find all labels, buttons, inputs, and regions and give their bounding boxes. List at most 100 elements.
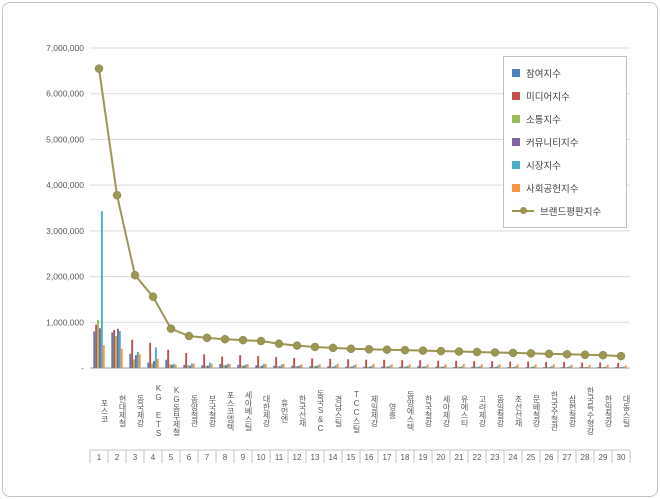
bar-s0-c6 <box>201 365 204 368</box>
bar-s0-c12 <box>309 366 312 368</box>
brand-index-marker-23 <box>508 348 518 358</box>
category-label: 한일철강 <box>604 395 612 427</box>
bar-s3-c28 <box>603 367 605 368</box>
bar-s5-c22 <box>498 364 501 368</box>
legend-label: 소통지수 <box>526 115 561 126</box>
bar-s0-c19 <box>435 366 438 368</box>
brand-index-marker-12 <box>310 342 320 352</box>
rank-label: 7 <box>204 453 210 462</box>
bar-s5-c24 <box>534 364 537 368</box>
brand-index-marker-22 <box>490 348 500 357</box>
category-label: 고려제강 <box>478 395 486 427</box>
bar-s3-c14 <box>351 366 353 368</box>
bar-s5-c5 <box>192 363 195 368</box>
rank-label: 6 <box>186 453 192 462</box>
category-label: 경남스틸 <box>334 395 342 427</box>
category-label: 한국철강 <box>424 395 432 427</box>
rank-label: 5 <box>168 453 174 462</box>
category-label: 현대제철 <box>118 395 126 427</box>
bar-s3-c21 <box>477 367 479 368</box>
bar-s0-c1 <box>111 332 114 368</box>
bar-s4-c16 <box>388 365 391 368</box>
brand-index-marker-16 <box>382 345 392 354</box>
bar-s0-c3 <box>147 362 150 368</box>
bar-s0-c5 <box>183 364 186 368</box>
bar-s1-c11 <box>293 357 296 368</box>
brand-index-marker-29 <box>616 351 626 361</box>
brand-index-marker-4 <box>166 324 176 333</box>
y-tick-label: 5,000,000 <box>46 134 84 144</box>
bar-s3-c5 <box>189 365 191 368</box>
bar-s1-c4 <box>167 349 170 368</box>
category-label: 영흥 <box>388 403 396 419</box>
bar-s1-c7 <box>221 356 224 368</box>
bar-s5-c19 <box>444 364 447 368</box>
bar-s2-c2 <box>133 359 135 368</box>
rank-label: 18 <box>400 453 410 462</box>
brand-index-marker-24 <box>526 349 536 358</box>
bar-s4-c2 <box>136 352 139 368</box>
bar-s2-c27 <box>583 367 585 368</box>
bar-s2-c26 <box>565 367 567 368</box>
bar-s3-c13 <box>333 366 335 368</box>
bar-s3-c15 <box>369 366 371 368</box>
rank-label: 20 <box>436 453 446 462</box>
brand-index-marker-14 <box>346 344 356 354</box>
legend-label: 시장지수 <box>526 161 561 172</box>
category-label: KG동부제철 <box>172 386 180 436</box>
rank-label: 3 <box>132 453 138 462</box>
bar-s4-c24 <box>532 366 535 368</box>
bar-s5-c21 <box>480 364 483 368</box>
brand-index-marker-20 <box>454 347 464 356</box>
brand-index-marker-25 <box>544 349 554 359</box>
bar-s0-c17 <box>399 366 402 368</box>
category-label: 대한제강 <box>262 395 270 427</box>
bar-s0-c14 <box>345 366 348 368</box>
bar-s3-c2 <box>135 355 137 368</box>
bar-s2-c11 <box>295 366 297 368</box>
brand-index-marker-0 <box>94 64 104 73</box>
bar-s3-c20 <box>459 367 461 368</box>
category-label: 대동스틸 <box>622 395 630 427</box>
brand-index-marker-3 <box>148 292 158 301</box>
bar-s3-c11 <box>297 366 299 368</box>
brand-index-marker-26 <box>562 350 572 359</box>
bar-s1-c2 <box>131 339 134 368</box>
y-tick-label: 2,000,000 <box>46 272 84 282</box>
bar-s2-c9 <box>259 366 261 368</box>
bar-s0-c24 <box>525 367 528 368</box>
bar-s3-c29 <box>621 367 623 368</box>
bar-s4-c4 <box>172 363 175 368</box>
bar-s4-c15 <box>370 365 373 368</box>
brand-index-marker-27 <box>580 350 590 359</box>
bar-s1-c18 <box>419 360 422 368</box>
y-tick-label: 4,000,000 <box>46 180 84 190</box>
y-tick-label: 1,000,000 <box>46 317 84 327</box>
rank-label: 30 <box>616 453 626 462</box>
legend-item: 커뮤니티지수 <box>512 135 618 149</box>
legend-label: 참여지수 <box>526 69 561 80</box>
bar-s0-c9 <box>255 365 258 368</box>
rank-label: 19 <box>418 453 428 462</box>
rank-label: 24 <box>508 453 518 462</box>
bar-s3-c10 <box>279 366 281 368</box>
rank-label: 22 <box>472 453 482 462</box>
bar-s4-c21 <box>478 366 481 368</box>
bar-s0-c21 <box>471 366 474 368</box>
bar-s3-c6 <box>207 365 209 368</box>
brand-index-marker-7 <box>220 334 230 344</box>
bar-s4-c29 <box>622 366 625 368</box>
bar-s1-c8 <box>239 355 242 368</box>
bar-s2-c12 <box>313 366 315 368</box>
bar-s0-c15 <box>363 366 366 368</box>
bar-s4-c7 <box>226 363 229 368</box>
bar-s4-c14 <box>352 365 355 368</box>
category-label: 동양철관 <box>190 395 198 427</box>
category-label: KG ETS <box>154 384 162 438</box>
rank-label: 1 <box>96 453 102 462</box>
category-label: 한국선재 <box>298 395 306 427</box>
category-label: 부국철강 <box>208 395 216 427</box>
category-label: 동국제강 <box>136 395 144 427</box>
rank-label: 25 <box>526 453 536 462</box>
